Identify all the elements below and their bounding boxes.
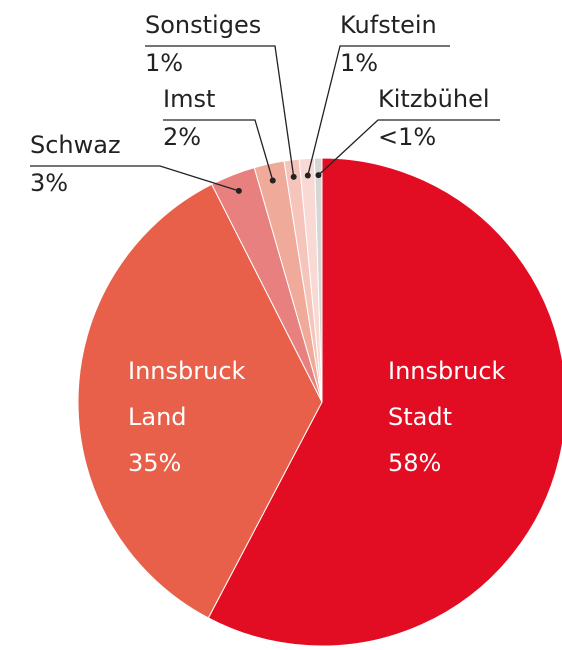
slice-value: 1% (340, 49, 378, 77)
slice-value: 35% (128, 449, 182, 477)
leader-dot (290, 173, 297, 180)
leader-line (145, 45, 295, 177)
leader-line (163, 119, 274, 181)
slice-name: Innsbruck Stadt (388, 357, 506, 431)
slice-value: 1% (145, 49, 183, 77)
slice-name: Schwaz (30, 131, 121, 159)
slice-name: Imst (163, 85, 215, 113)
slice-name: Kitzbühel (378, 85, 490, 113)
pie-slice (207, 157, 562, 647)
slice-label: Innsbruck Stadt 58% (388, 348, 528, 486)
leader-line (307, 45, 450, 176)
slice-label: Innsbruck Land 35% (128, 348, 268, 486)
pie-slice (313, 157, 323, 403)
leader-line (318, 119, 500, 176)
slice-value: <1% (378, 123, 436, 151)
leader-dot (304, 172, 311, 179)
leader-dot (269, 177, 276, 184)
slice-value: 58% (388, 449, 442, 477)
slice-name: Kufstein (340, 11, 437, 39)
slice-name: Sonstiges (145, 11, 261, 39)
slice-value: 3% (30, 169, 68, 197)
leader-dot (315, 172, 322, 179)
leader-line (30, 165, 240, 192)
slice-value: 2% (163, 123, 201, 151)
pie-slice (77, 183, 323, 619)
slice-name: Innsbruck Land (128, 357, 246, 431)
leader-dot (235, 187, 242, 194)
